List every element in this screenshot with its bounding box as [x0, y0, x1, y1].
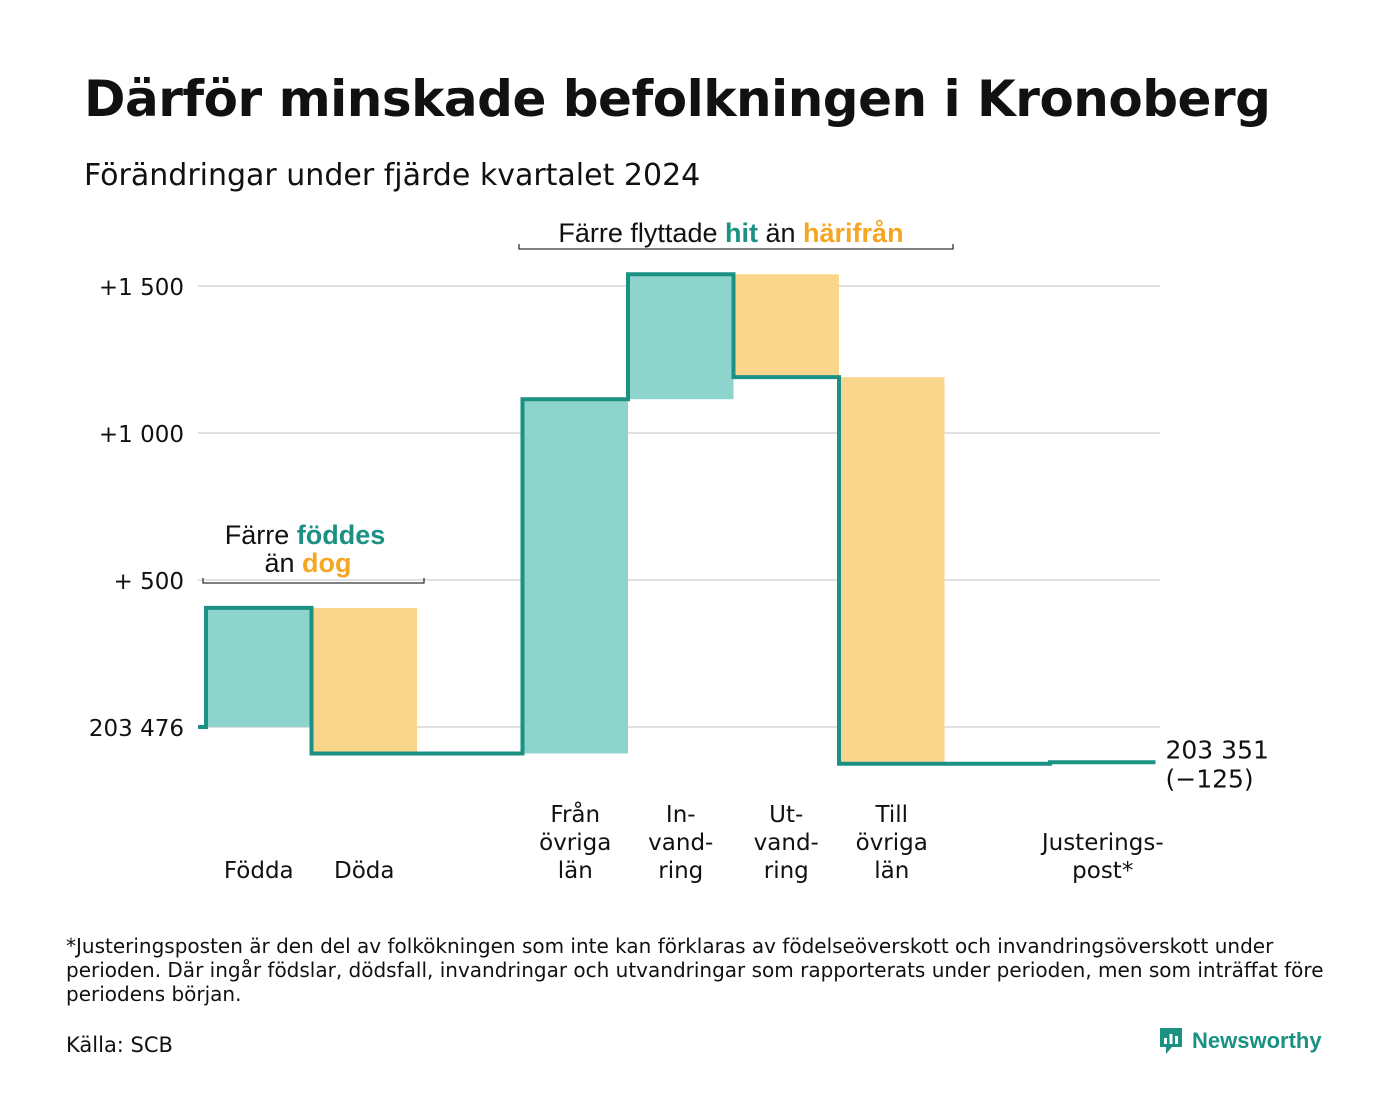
- migration-bracket: [518, 244, 954, 250]
- x-tick-labels: Födda DödaFrånövrigalänIn-vand-ringUt-van…: [224, 800, 1164, 884]
- source-label: Källa: SCB: [66, 1033, 173, 1057]
- brand-name: Newsworthy: [1192, 1028, 1322, 1053]
- highlight-text: dog: [302, 548, 351, 578]
- births-bracket: [202, 578, 425, 584]
- bar-födda: [206, 607, 312, 727]
- x-tick-label: Döda: [334, 858, 394, 884]
- x-tick-label: övriga: [539, 830, 611, 856]
- end-label: (−125): [1166, 764, 1254, 793]
- bar-tillövrigalän: [839, 377, 945, 764]
- chart-subtitle: Förändringar under fjärde kvartalet 2024: [84, 158, 701, 193]
- x-tick-label: post*: [1072, 858, 1133, 884]
- x-tick-label: ring: [658, 858, 703, 884]
- y-tick-label: 203 476: [89, 716, 184, 742]
- births-annotation-line1: Färre föddes: [225, 520, 386, 550]
- highlight-text: hit: [725, 218, 758, 248]
- x-tick-label: län: [558, 858, 593, 884]
- waterfall-line: [198, 272, 1156, 766]
- waterfall-chart: 203 476+ 500+1 000+1 500 Födda DödaFrånöv…: [89, 218, 1269, 884]
- step-line: [198, 272, 1156, 766]
- newsworthy-logo-icon: [1160, 1028, 1182, 1054]
- brand: Newsworthy: [1158, 1026, 1322, 1056]
- annotation-text: Färre: [225, 520, 297, 550]
- end-label: 203 351: [1166, 735, 1269, 764]
- bar-döda: [311, 607, 417, 754]
- migration-annotation: Färre flyttade hit än härifrån: [558, 218, 903, 248]
- bar-utvandring: [733, 274, 839, 378]
- annotation-text: än: [264, 548, 302, 578]
- x-tick-label: län: [874, 858, 909, 884]
- x-tick-label: övriga: [856, 830, 928, 856]
- footnote: *Justeringsposten är den del av folkökni…: [66, 934, 1324, 1006]
- x-tick-label: Från: [550, 800, 600, 828]
- y-tick-label: + 500: [114, 569, 184, 595]
- y-tick-label: +1 000: [99, 422, 184, 448]
- chart-title: Därför minskade befolkningen i Kronoberg: [84, 70, 1271, 128]
- y-tick-label: +1 500: [99, 275, 184, 301]
- x-tick-label: Till: [874, 802, 908, 828]
- x-tick-label: Födda: [224, 858, 294, 884]
- end-value-labels: 203 351(−125): [1166, 735, 1269, 793]
- annotation-text: än: [758, 218, 803, 248]
- highlight-text: föddes: [297, 520, 386, 550]
- y-tick-labels: 203 476 + 500 +1 000 +1 500: [89, 275, 184, 742]
- bar-frånövrigalän: [522, 399, 628, 754]
- annotation-text: Färre flyttade: [558, 218, 725, 248]
- x-tick-label: vand-: [754, 830, 819, 856]
- bars: [206, 274, 945, 764]
- x-tick-label: Ut-: [769, 802, 803, 828]
- highlight-text: härifrån: [803, 218, 904, 248]
- bar-invandring: [628, 274, 734, 400]
- x-tick-label: Justerings-: [1040, 830, 1164, 856]
- x-tick-label: vand-: [648, 830, 713, 856]
- x-tick-label: ring: [764, 858, 809, 884]
- x-tick-label: In-: [666, 802, 696, 828]
- births-annotation-line2: än dog: [264, 548, 351, 578]
